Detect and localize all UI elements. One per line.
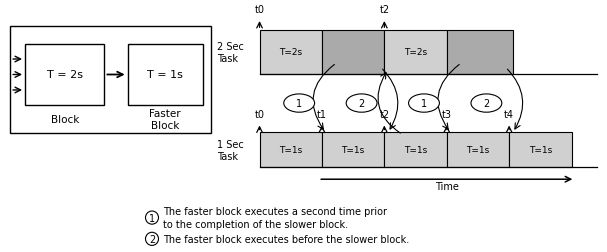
Circle shape [146, 232, 158, 245]
Bar [322, 133, 384, 168]
Text: T=2s: T=2s [404, 48, 427, 57]
Bar [384, 31, 447, 74]
Text: T = 1s: T = 1s [148, 70, 183, 80]
Text: Faster
Block: Faster Block [149, 109, 181, 131]
Text: t0: t0 [254, 110, 265, 119]
Text: T=1s: T=1s [279, 146, 302, 155]
Text: t2: t2 [379, 110, 390, 119]
Text: t4: t4 [504, 110, 514, 119]
Bar [447, 31, 513, 74]
Text: T=2s: T=2s [279, 48, 302, 57]
Bar [127, 44, 203, 106]
Circle shape [346, 94, 377, 113]
Text: T=1s: T=1s [404, 146, 427, 155]
Bar [447, 133, 509, 168]
Text: t2: t2 [379, 5, 390, 15]
Text: 1: 1 [296, 99, 302, 109]
Circle shape [409, 94, 439, 113]
Text: 2: 2 [149, 234, 155, 244]
Text: t0: t0 [254, 5, 265, 15]
Text: The faster block executes a second time prior
to the completion of the slower bl: The faster block executes a second time … [163, 206, 387, 229]
Text: 2: 2 [483, 99, 489, 109]
Circle shape [146, 211, 158, 224]
Text: 2: 2 [359, 99, 365, 109]
Text: t1: t1 [317, 110, 327, 119]
Text: 1: 1 [421, 99, 427, 109]
Text: 1 Sec
Task: 1 Sec Task [217, 139, 244, 161]
Text: Block: Block [50, 115, 79, 125]
Circle shape [283, 94, 314, 113]
Text: 1: 1 [149, 213, 155, 223]
Bar [10, 27, 211, 134]
Text: T=1s: T=1s [342, 146, 365, 155]
Text: t3: t3 [442, 110, 452, 119]
Text: Time: Time [435, 181, 459, 191]
Bar [509, 133, 572, 168]
Circle shape [471, 94, 502, 113]
Text: 2 Sec
Task: 2 Sec Task [217, 42, 244, 64]
Bar [260, 31, 322, 74]
Text: T = 2s: T = 2s [47, 70, 83, 80]
Bar [322, 31, 384, 74]
Text: The faster block executes before the slower block.: The faster block executes before the slo… [163, 234, 409, 244]
Bar [260, 133, 322, 168]
Text: T=1s: T=1s [466, 146, 490, 155]
Bar [384, 133, 447, 168]
Bar [25, 44, 104, 106]
Text: T=1s: T=1s [529, 146, 552, 155]
